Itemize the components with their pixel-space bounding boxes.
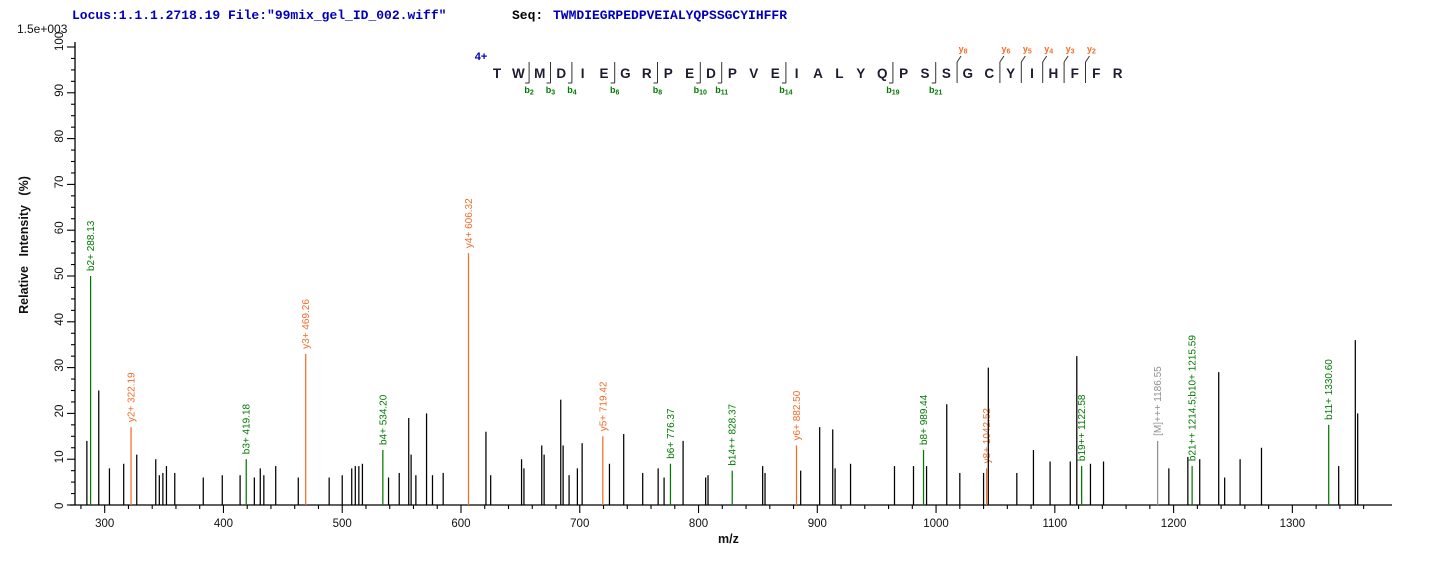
residue-letter: C: [984, 66, 994, 81]
peak-label: b3+ 419.18: [242, 403, 253, 454]
peak-label: b8+ 989.44: [919, 394, 930, 445]
peptide-sequence-text: TWMDIEGRPEDPVEIALYQPSSGCYIHFFR: [553, 8, 788, 23]
residue-letter: S: [920, 66, 929, 81]
b-ion-label: b8: [653, 85, 663, 97]
y-tick-label: 10: [54, 450, 66, 463]
residue-letter: P: [899, 66, 908, 81]
residue-letter: P: [728, 66, 737, 81]
residue-letter: R: [1113, 66, 1123, 81]
y-tick-label: 90: [54, 84, 66, 97]
y-ion-label: y6: [1001, 44, 1010, 56]
y-ion-label: y5: [1023, 44, 1032, 56]
y-ion-label: y4: [1044, 44, 1053, 56]
residue-letter: F: [1092, 66, 1100, 81]
residue-letter: P: [664, 66, 673, 81]
residue-letter: I: [1030, 66, 1034, 81]
x-tick-label: 1100: [1042, 518, 1067, 530]
peak-label: b19++ 1122.58: [1077, 394, 1088, 461]
precursor-charge: 4+: [475, 51, 488, 63]
b-ion-label: b19: [886, 85, 899, 97]
x-tick-label: 300: [95, 518, 114, 530]
peak-label: y2+ 322.19: [127, 372, 138, 422]
y-tick-label: 30: [54, 359, 66, 372]
y-ion-label: y3: [1066, 44, 1075, 56]
residue-letter: D: [706, 66, 716, 81]
residue-letter: A: [813, 66, 823, 81]
y-fragment-hook: [1020, 55, 1026, 63]
y-fragment-hook: [1085, 55, 1090, 63]
locus-file-text: Locus:1.1.1.2718.19 File:"99mix_gel_ID_0…: [72, 8, 447, 23]
y-tick-label: 40: [54, 313, 66, 326]
peak-label: b21++ 1214.5;b10+ 1215.59: [1188, 335, 1199, 461]
x-tick-label: 600: [451, 518, 470, 530]
y-ion-label: y8: [959, 44, 968, 56]
y-tick-label: 0: [54, 503, 66, 509]
b-ion-label: b2: [524, 85, 534, 97]
intensity-scale-note: 1.5e+003: [17, 22, 68, 36]
b-ion-label: b3: [546, 85, 556, 97]
residue-letter: E: [685, 66, 694, 81]
peak-label: y5+ 719.42: [598, 381, 609, 431]
y-tick-label: 20: [54, 405, 66, 418]
peak-label: y8+ 1042.52: [982, 408, 993, 464]
residue-letter: H: [1049, 66, 1059, 81]
x-tick-label: 500: [333, 518, 352, 530]
y-fragment-hook: [999, 55, 1005, 63]
b-ion-label: b21: [929, 85, 942, 97]
peak-label: b4+ 534.20: [378, 394, 389, 445]
b-ion-label: b4: [567, 85, 577, 97]
residue-letter: I: [795, 66, 799, 81]
b-ion-label: b10: [694, 85, 707, 97]
y-ion-label: y2: [1087, 44, 1096, 56]
residue-letter: G: [620, 66, 631, 81]
x-tick-label: 800: [689, 518, 708, 530]
y-fragment-hook: [1042, 55, 1048, 63]
b-ion-label: b14: [779, 85, 792, 97]
residue-letter: M: [534, 66, 545, 81]
b-ion-label: b6: [610, 85, 620, 97]
peak-label: y4+ 606.32: [464, 198, 475, 248]
x-tick-label: 1000: [923, 518, 949, 530]
residue-letter: F: [1071, 66, 1079, 81]
peak-label: b2+ 288.13: [86, 220, 97, 271]
y-tick-label: 60: [54, 221, 66, 234]
peak-label: b6+ 776.37: [666, 408, 677, 459]
residue-letter: R: [642, 66, 652, 81]
peak-label: y3+ 469.26: [301, 299, 312, 349]
peak-label: [M]+++ 1186.55: [1153, 366, 1164, 436]
peak-label: b14++ 828.37: [728, 403, 739, 465]
residue-letter: V: [749, 66, 758, 81]
x-tick-label: 1200: [1161, 518, 1187, 530]
residue-letter: E: [599, 66, 608, 81]
y-tick-label: 80: [54, 130, 66, 143]
peak-label: y6+ 882.50: [792, 390, 803, 440]
residue-letter: L: [835, 66, 843, 81]
x-tick-label: 900: [808, 518, 827, 530]
residue-letter: Y: [856, 66, 865, 81]
x-tick-label: 400: [214, 518, 233, 530]
x-tick-label: 1300: [1280, 518, 1306, 530]
b-ion-label: b11: [715, 85, 728, 97]
y-tick-label: 50: [54, 267, 66, 280]
residue-letter: E: [771, 66, 780, 81]
residue-letter: T: [493, 66, 502, 81]
residue-letter: Q: [877, 66, 888, 81]
seq-label: Seq:: [512, 8, 544, 23]
y-tick-label: 70: [54, 176, 66, 189]
residue-letter: D: [556, 66, 566, 81]
y-tick-label: 100: [54, 32, 66, 51]
peak-label: b11+ 1330.60: [1324, 359, 1335, 420]
residue-letter: W: [512, 66, 525, 81]
residue-letter: Y: [1006, 66, 1015, 81]
residue-letter: G: [963, 66, 974, 81]
residue-letter: I: [581, 66, 585, 81]
x-tick-label: 700: [570, 518, 589, 530]
y-fragment-hook: [1063, 55, 1069, 63]
y-fragment-hook: [956, 55, 962, 63]
x-axis-title: m/z: [718, 532, 739, 546]
residue-letter: S: [942, 66, 951, 81]
